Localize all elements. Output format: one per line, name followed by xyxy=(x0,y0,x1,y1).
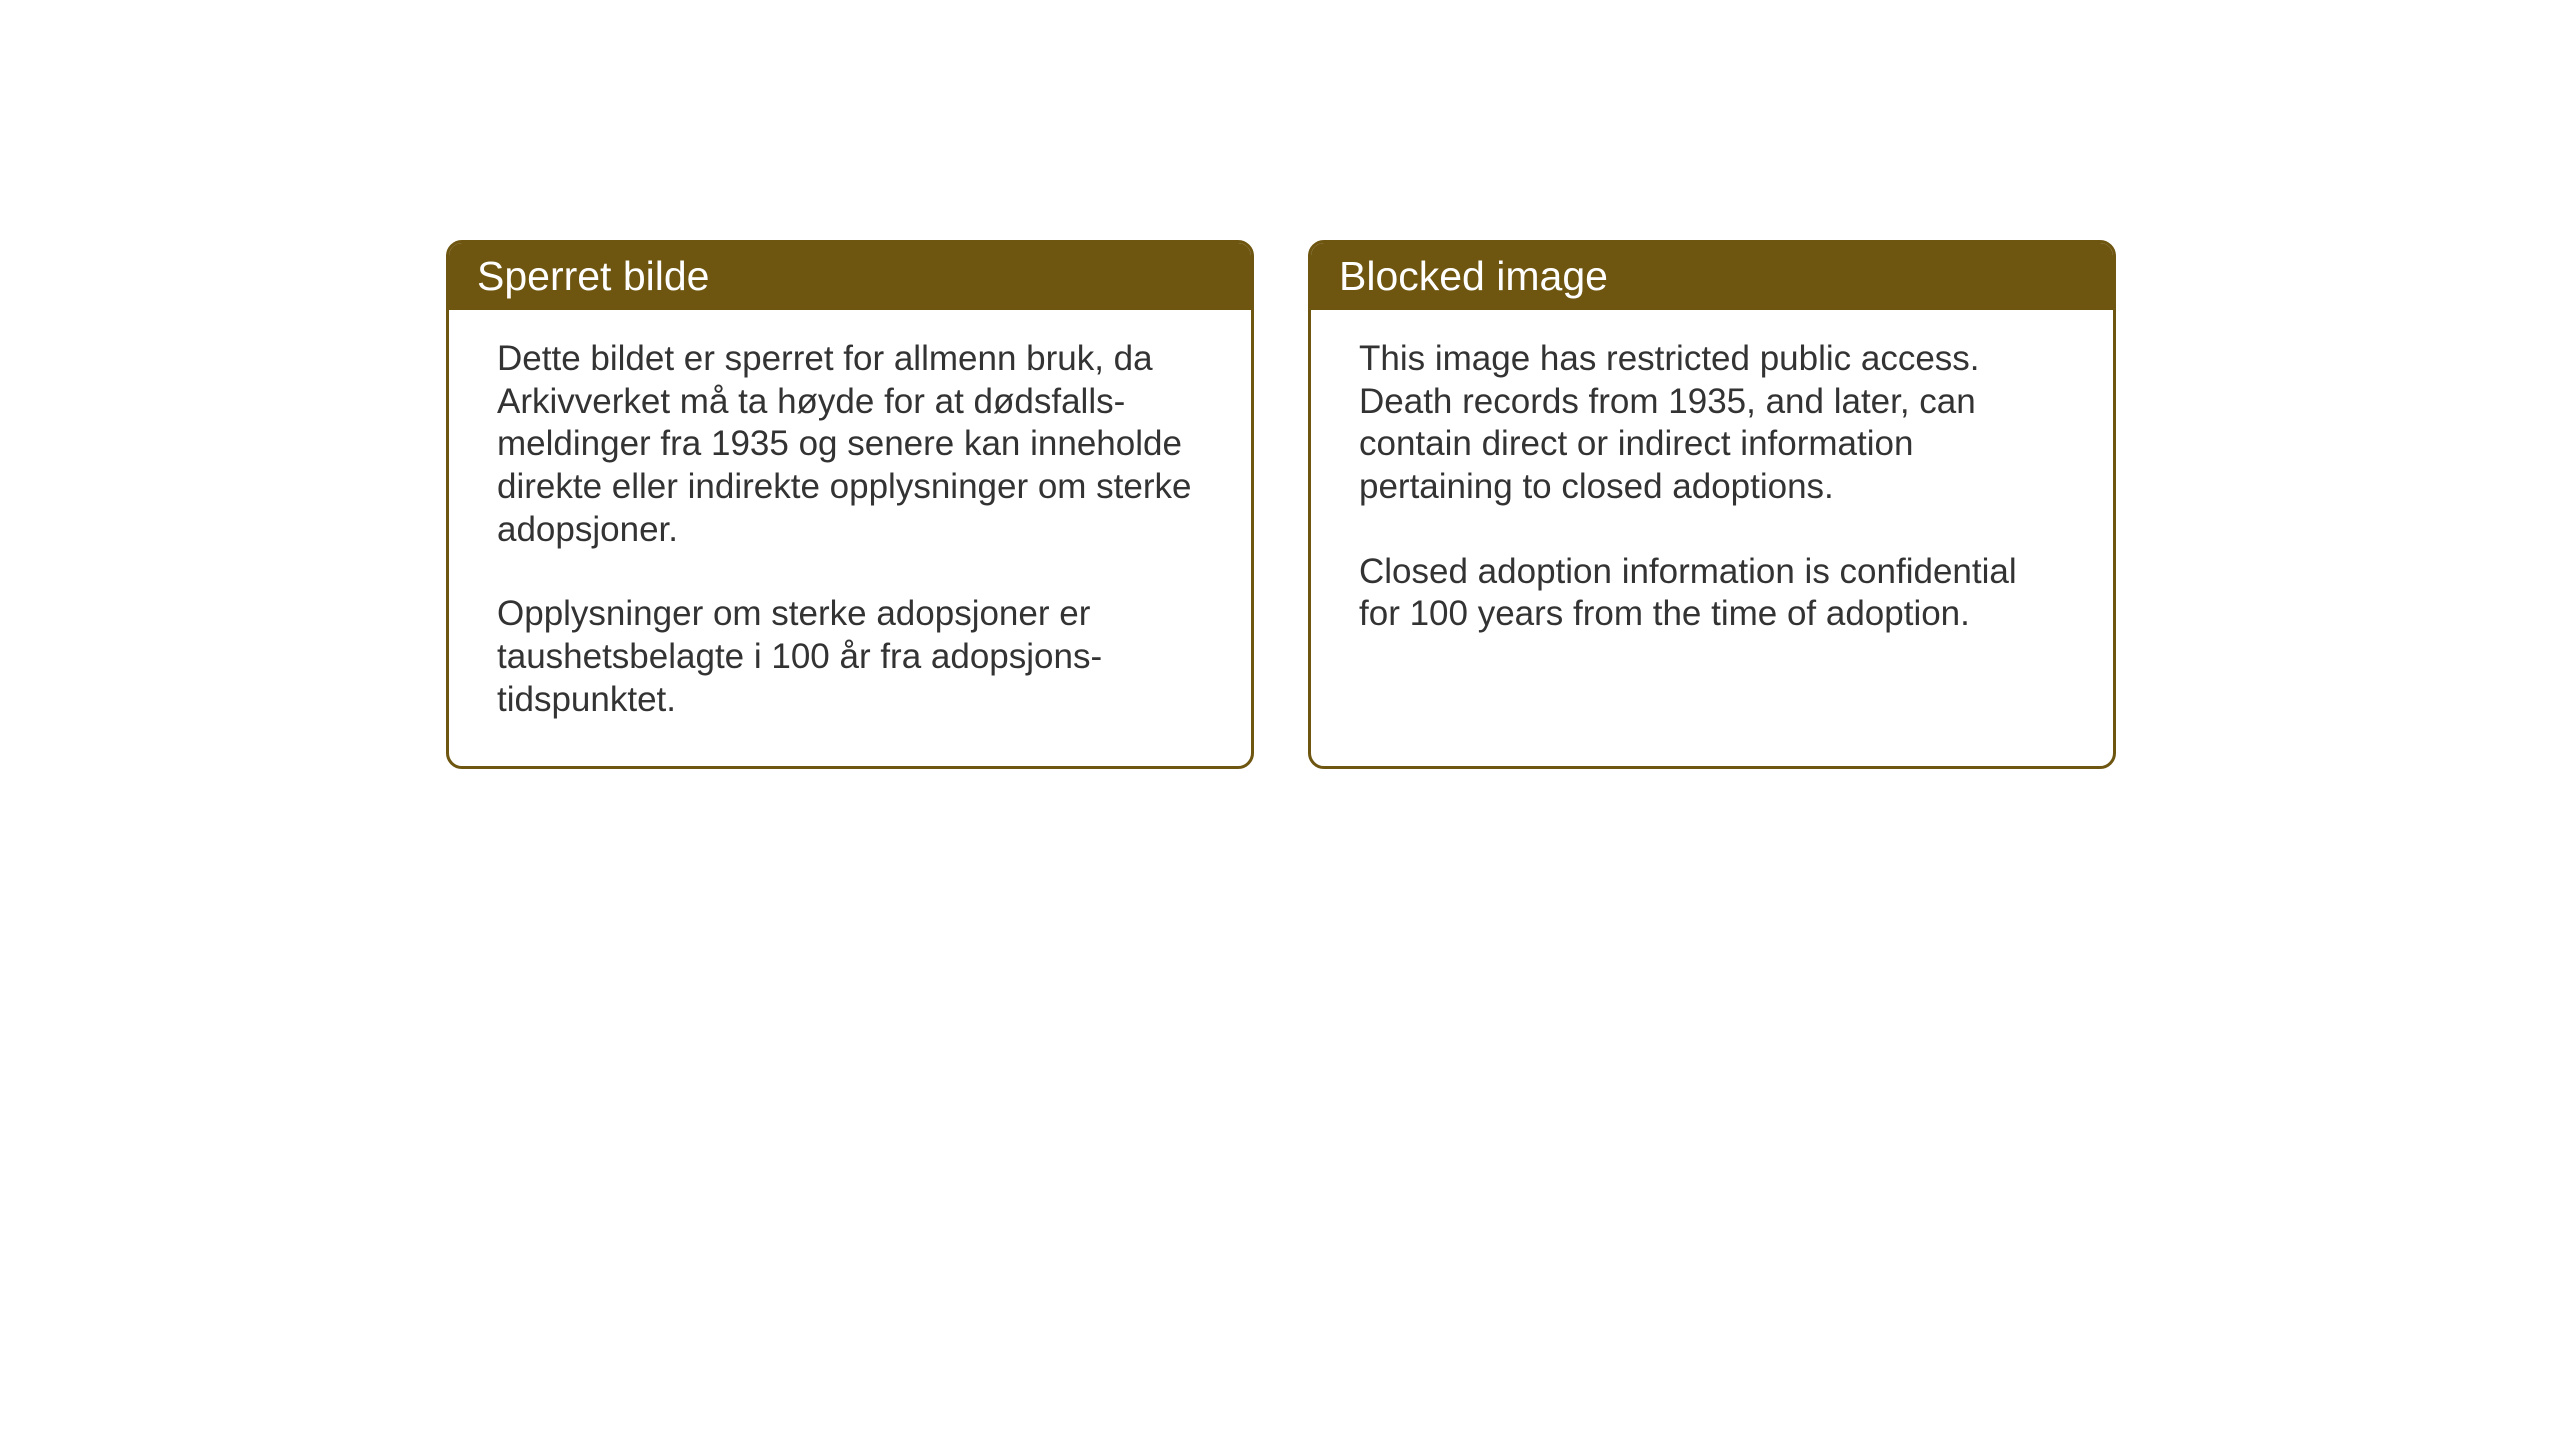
notice-paragraph-2-english: Closed adoption information is confident… xyxy=(1359,551,2065,636)
notice-container: Sperret bilde Dette bildet er sperret fo… xyxy=(446,240,2116,769)
notice-header-english: Blocked image xyxy=(1311,243,2113,310)
notice-title-english: Blocked image xyxy=(1339,253,1608,299)
notice-body-norwegian: Dette bildet er sperret for allmenn bruk… xyxy=(449,310,1251,766)
notice-paragraph-1-english: This image has restricted public access.… xyxy=(1359,338,2065,509)
notice-header-norwegian: Sperret bilde xyxy=(449,243,1251,310)
notice-box-english: Blocked image This image has restricted … xyxy=(1308,240,2116,769)
notice-paragraph-1-norwegian: Dette bildet er sperret for allmenn bruk… xyxy=(497,338,1203,551)
notice-body-english: This image has restricted public access.… xyxy=(1311,310,2113,680)
notice-paragraph-2-norwegian: Opplysninger om sterke adopsjoner er tau… xyxy=(497,593,1203,721)
notice-title-norwegian: Sperret bilde xyxy=(477,253,709,299)
notice-box-norwegian: Sperret bilde Dette bildet er sperret fo… xyxy=(446,240,1254,769)
